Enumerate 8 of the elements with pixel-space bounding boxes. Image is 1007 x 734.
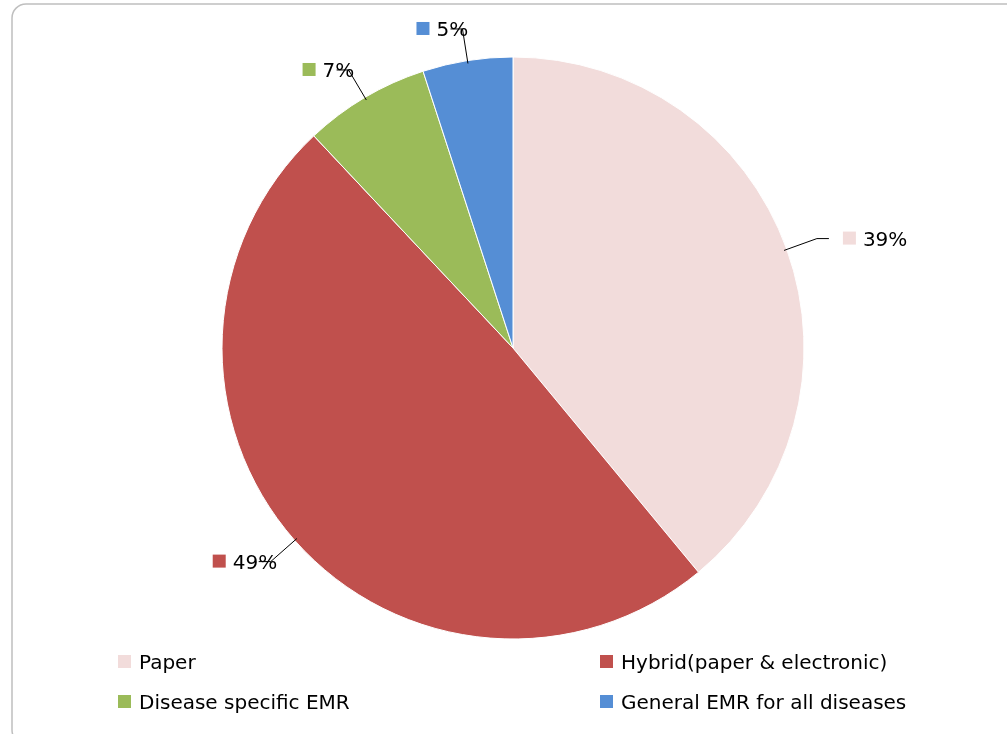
data-label: 5% [436, 16, 469, 41]
data-label: 7% [322, 57, 355, 82]
data-label: 49% [232, 549, 278, 574]
legend-label: General EMR for all diseases [621, 690, 907, 714]
legend-label: Disease specific EMR [139, 690, 350, 714]
legend-label: Paper [139, 650, 197, 674]
data-label: 39% [862, 226, 908, 251]
legend-label: Hybrid(paper & electronic) [621, 650, 888, 674]
